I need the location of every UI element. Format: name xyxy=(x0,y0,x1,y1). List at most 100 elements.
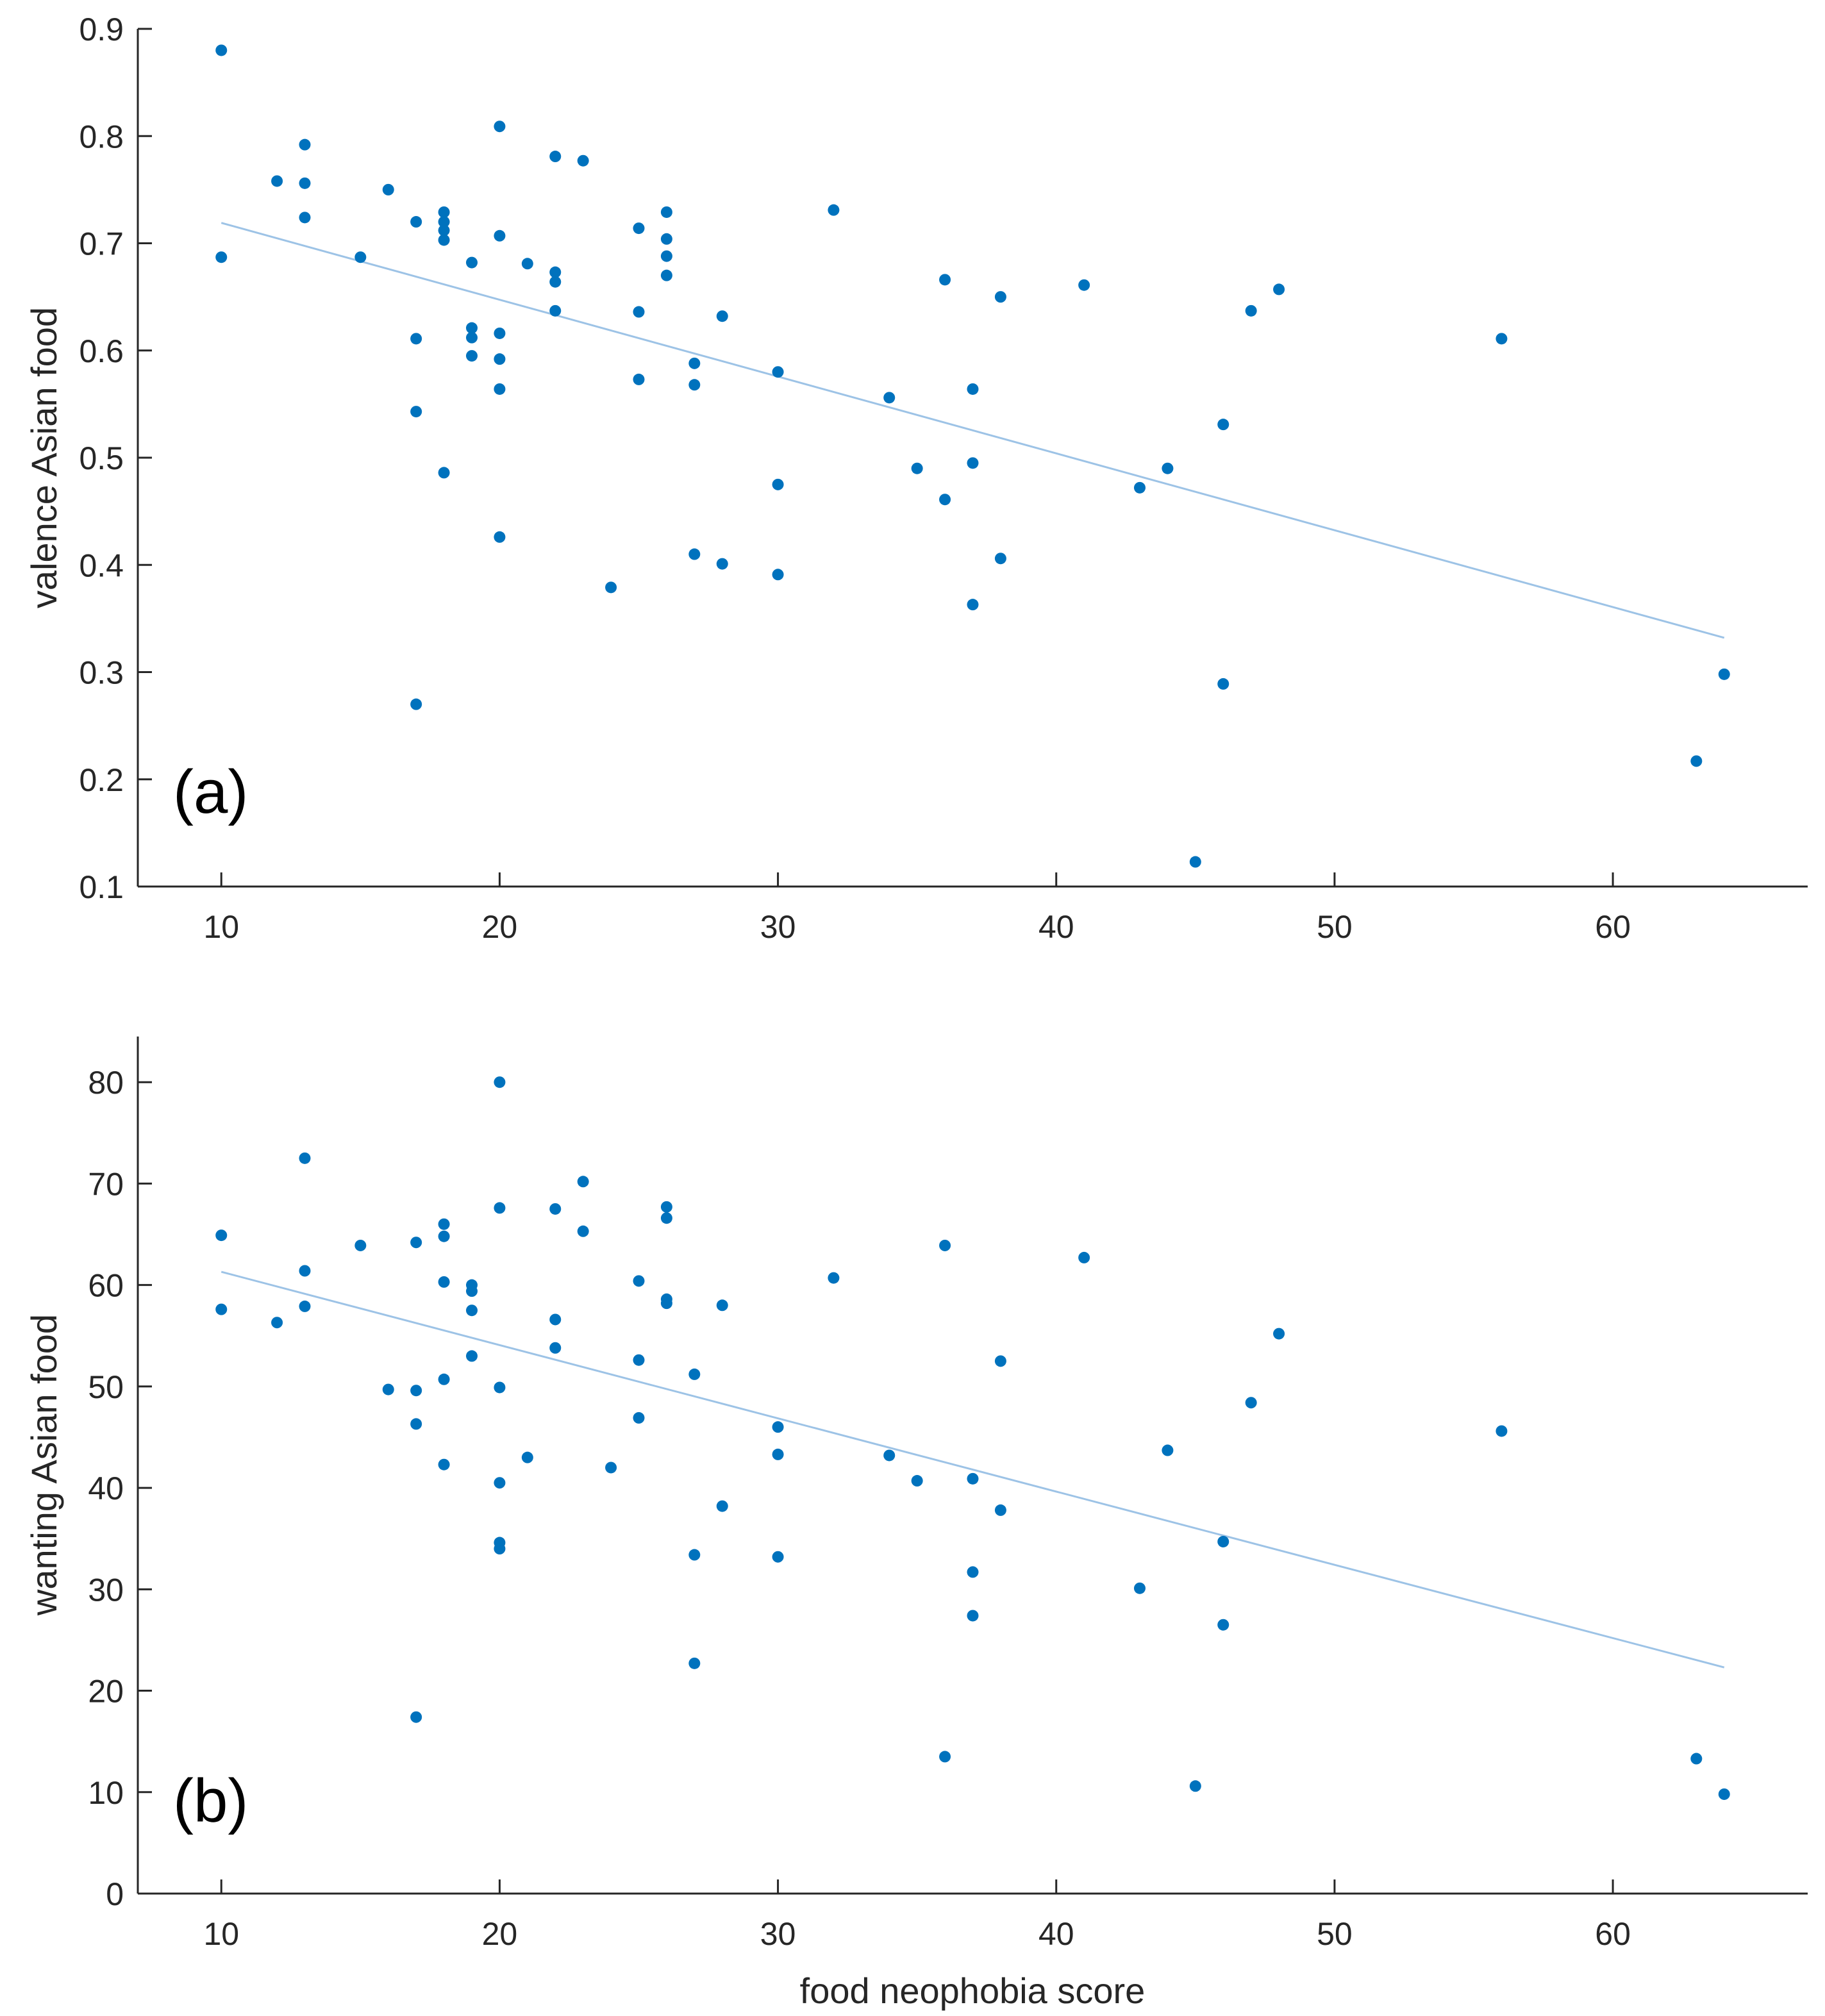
y-tick-label: 50 xyxy=(88,1369,124,1405)
data-point xyxy=(410,406,422,418)
data-point xyxy=(438,234,450,246)
regression-line xyxy=(221,222,1725,639)
data-point xyxy=(1245,1397,1257,1409)
data-point xyxy=(577,1225,589,1237)
data-point xyxy=(494,1543,506,1555)
y-tick-label: 0.5 xyxy=(79,440,124,476)
x-tick-label: 40 xyxy=(1038,909,1074,945)
data-point xyxy=(967,599,979,611)
data-point xyxy=(688,1549,701,1561)
y-tick-label: 0.4 xyxy=(79,547,124,583)
data-point xyxy=(521,1451,533,1463)
data-point xyxy=(939,274,951,286)
data-point xyxy=(494,1202,506,1214)
y-tick-label: 0 xyxy=(106,1876,124,1912)
x-tick-label: 10 xyxy=(203,909,239,945)
data-point xyxy=(299,1265,311,1277)
data-point xyxy=(494,1477,506,1489)
data-point xyxy=(967,1472,979,1485)
data-point xyxy=(1217,419,1229,431)
data-point xyxy=(994,1355,1006,1367)
x-axis-title: food neophobia score xyxy=(800,1970,1146,2011)
data-point xyxy=(1134,1582,1146,1594)
y-tick-label: 30 xyxy=(88,1572,124,1608)
data-point xyxy=(1690,1753,1703,1765)
y-axis-title: valence Asian food xyxy=(24,307,64,608)
data-point xyxy=(660,250,672,262)
data-point xyxy=(772,366,784,378)
data-point xyxy=(1690,755,1703,767)
x-tick-label: 20 xyxy=(482,1916,518,1952)
y-tick-label: 80 xyxy=(88,1065,124,1101)
x-tick-label: 20 xyxy=(482,909,518,945)
data-point xyxy=(1078,279,1090,291)
data-point xyxy=(299,212,311,224)
data-point xyxy=(688,379,701,391)
data-point xyxy=(549,1313,562,1326)
data-point xyxy=(494,531,506,543)
data-point xyxy=(494,121,506,133)
data-point xyxy=(660,1201,672,1213)
data-point xyxy=(438,1218,450,1230)
data-point xyxy=(772,1421,784,1433)
data-point xyxy=(716,1500,728,1512)
data-point xyxy=(716,1299,728,1312)
y-tick-label: 40 xyxy=(88,1470,124,1506)
y-tick-label: 0.6 xyxy=(79,333,124,369)
data-point xyxy=(549,1203,562,1215)
data-point xyxy=(1217,1619,1229,1631)
data-point xyxy=(438,206,450,218)
data-point xyxy=(772,1551,784,1563)
data-point xyxy=(967,383,979,395)
data-point xyxy=(382,183,394,196)
data-point xyxy=(1078,1251,1090,1263)
data-point xyxy=(633,1275,645,1287)
data-point xyxy=(994,1504,1006,1516)
data-point xyxy=(521,258,533,270)
data-point xyxy=(967,457,979,469)
data-point xyxy=(1189,1780,1201,1792)
data-point xyxy=(410,1418,422,1430)
data-point xyxy=(271,1317,283,1329)
data-point xyxy=(299,177,311,189)
data-point xyxy=(410,1711,422,1723)
y-tick-label: 0.8 xyxy=(79,119,124,154)
data-point xyxy=(354,1239,367,1251)
data-point xyxy=(410,1385,422,1397)
data-point xyxy=(215,1229,228,1242)
panel-label-a: (a) xyxy=(173,758,248,826)
data-point xyxy=(466,331,478,344)
data-point xyxy=(633,1412,645,1424)
y-tick-label: 0.7 xyxy=(79,226,124,262)
data-point xyxy=(605,1462,617,1474)
data-point xyxy=(1217,678,1229,690)
data-point xyxy=(215,251,228,263)
data-point xyxy=(354,251,367,263)
data-point xyxy=(549,304,562,317)
data-point xyxy=(633,306,645,318)
data-point xyxy=(466,1350,478,1362)
data-point xyxy=(438,467,450,479)
y-axis-title: wanting Asian food xyxy=(24,1314,64,1616)
data-point xyxy=(994,291,1006,303)
data-point xyxy=(299,138,311,151)
data-point xyxy=(410,333,422,345)
data-point xyxy=(1496,1425,1508,1437)
data-point xyxy=(883,1449,896,1462)
data-point xyxy=(772,478,784,490)
panel-a: 10 20 30 40 50 600.10.20.30.40.50.60.70.80.9 … xyxy=(24,12,1808,945)
data-point xyxy=(939,1239,951,1251)
data-point xyxy=(967,1610,979,1622)
data-point xyxy=(660,1297,672,1310)
y-tick-label: 60 xyxy=(88,1268,124,1304)
x-tick-label: 50 xyxy=(1317,909,1353,945)
data-point xyxy=(939,1751,951,1763)
data-point xyxy=(716,310,728,322)
data-point xyxy=(494,1076,506,1088)
y-tick-label: 0.1 xyxy=(79,869,124,905)
data-point xyxy=(271,175,283,187)
data-point xyxy=(299,1152,311,1164)
data-point xyxy=(911,462,923,474)
data-point xyxy=(466,1285,478,1297)
